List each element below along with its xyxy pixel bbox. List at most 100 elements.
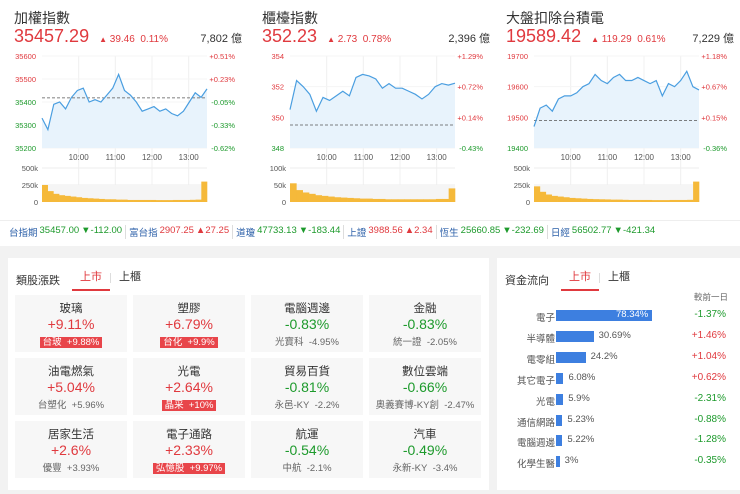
sector-name: 電腦週邊 — [516, 438, 555, 450]
volume-bar — [309, 193, 316, 202]
fund-flow-row[interactable]: 通信網路 5.23% -0.88% — [497, 413, 740, 429]
ticker-item[interactable]: 恆生 25660.85 ▼-232.69 — [437, 224, 548, 239]
volume-bar — [657, 200, 664, 202]
volume-bar — [59, 195, 66, 202]
leading-stock[interactable]: 晶采 +10% — [133, 397, 245, 411]
price-line — [41, 72, 208, 132]
index-panel[interactable]: 櫃檯指數 352.23 ▲ 2.73 0.78% 2,396 億 354 +1.29% 35… — [258, 0, 490, 215]
index-title[interactable]: 大盤扣除台積電 — [506, 10, 604, 26]
leading-stock[interactable]: 永邑-KY -2.2% — [251, 397, 363, 411]
leading-stock[interactable]: 台玻 +9.88% — [15, 334, 127, 348]
index-title[interactable]: 加權指數 — [14, 10, 70, 26]
volume-bar — [70, 196, 77, 202]
leading-stock-name: 晶采 — [164, 400, 184, 411]
price-area — [290, 74, 455, 148]
leading-stock[interactable]: 弘憶股 +9.97% — [133, 460, 245, 474]
pct-tick-label: +0.23% — [209, 75, 235, 84]
volume-bar — [404, 199, 411, 202]
share-bar — [556, 351, 586, 363]
ticker-item[interactable]: 富台指 2907.25 ▲27.25 — [126, 224, 234, 239]
index-change: ▲ 2.73 0.78% — [327, 34, 391, 45]
ticker-bar: 台指期 35457.00 ▼-112.00 富台指 2907.25 ▲27.25 道瓊 477… — [0, 220, 740, 242]
pct-tick-label: +0.67% — [701, 83, 727, 92]
volume-bar — [87, 198, 94, 202]
change-value: 2.73 — [337, 34, 358, 45]
fund-flow-row[interactable]: 電子 78.34% -1.37% — [497, 308, 740, 324]
leading-stock-badge: 光寶科 -4.95% — [275, 337, 339, 348]
leading-stock[interactable]: 奧義賽博-KY創 -2.47% — [369, 397, 481, 411]
change-value: -0.88% — [694, 413, 726, 425]
sector-name: 居家生活 — [48, 429, 94, 441]
sector-name: 數位雲端 — [402, 366, 448, 378]
sector-card[interactable]: 居家生活 +2.6% 優豐 +3.93% — [15, 421, 127, 478]
ticker-item[interactable]: 台指期 35457.00 ▼-112.00 — [6, 224, 127, 239]
leading-stock-percent: -4.95% — [308, 337, 339, 348]
pct-tick-label: -0.33% — [211, 121, 235, 130]
volume-bar — [372, 198, 380, 202]
index-panel[interactable]: 大盤扣除台積電 19589.42 ▲ 119.29 0.61% 7,229 億 1970… — [502, 0, 734, 215]
leading-stock[interactable]: 中航 -2.1% — [251, 460, 363, 474]
leading-stock[interactable]: 光寶科 -4.95% — [251, 334, 363, 348]
fund-flow-row[interactable]: 電零組 24.2% +1.04% — [497, 350, 740, 366]
sector-percent: -0.66% — [402, 379, 448, 395]
volume-bar — [534, 186, 541, 202]
y-tick-label: 35500 — [15, 75, 36, 84]
sector-card[interactable]: 數位雲端 -0.66% 奧義賽博-KY創 -2.47% — [369, 358, 481, 415]
share-value: 30.69% — [598, 329, 631, 341]
index-panel[interactable]: 加權指數 35457.29 ▲ 39.46 0.11% 7,802 億 35600 +0.… — [10, 0, 242, 215]
volume-tick-label: 250k — [22, 181, 39, 190]
volume-bar — [435, 198, 443, 202]
share-value: 3% — [564, 455, 579, 467]
sector-card[interactable]: 塑膠 +6.79% 台化 +9.9% — [133, 295, 245, 352]
volume-bar — [598, 199, 606, 202]
volume-band — [42, 185, 207, 202]
volume-bar — [150, 199, 157, 202]
volume-bar — [353, 198, 361, 202]
tab-otc[interactable]: 上櫃 — [119, 271, 141, 283]
ticker-item[interactable]: 上證 3988.56 ▲2.34 — [344, 224, 437, 239]
tab-otc[interactable]: 上櫃 — [608, 271, 630, 283]
sector-card[interactable]: 航運 -0.54% 中航 -2.1% — [251, 421, 363, 478]
sector-card[interactable]: 電腦週邊 -0.83% 光寶科 -4.95% — [251, 295, 363, 352]
volume-bar — [138, 199, 145, 202]
sector-name: 光電 — [177, 366, 201, 378]
sector-card[interactable]: 金融 -0.83% 統一證 -2.05% — [369, 295, 481, 352]
sector-card[interactable]: 汽車 -0.49% 永新-KY -3.4% — [369, 421, 481, 478]
sector-card[interactable]: 油電燃氣 +5.04% 台塑化 +5.96% — [15, 358, 127, 415]
fund-flow-row[interactable]: 光電 5.9% -2.31% — [497, 392, 740, 408]
leading-stock[interactable]: 統一證 -2.05% — [369, 334, 481, 348]
sector-name: 汽車 — [413, 429, 437, 441]
volume-tick-label: 250k — [514, 181, 531, 190]
leading-stock[interactable]: 永新-KY -3.4% — [369, 460, 481, 474]
sector-name: 航運 — [295, 429, 319, 441]
index-title[interactable]: 櫃檯指數 — [262, 10, 318, 26]
fund-flow-row[interactable]: 其它電子 6.08% +0.62% — [497, 371, 740, 387]
sector-card[interactable]: 光電 +2.64% 晶采 +10% — [133, 358, 245, 415]
sector-card[interactable]: 貿易百貨 -0.81% 永邑-KY -2.2% — [251, 358, 363, 415]
leading-stock[interactable]: 台化 +9.9% — [133, 334, 245, 348]
sector-card[interactable]: 玻璃 +9.11% 台玻 +9.88% — [15, 295, 127, 352]
sector-card[interactable]: 電子通路 +2.33% 弘憶股 +9.97% — [133, 421, 245, 478]
ticker-item[interactable]: 日經 56502.77 ▼-421.34 — [548, 225, 658, 239]
leading-stock[interactable]: 台塑化 +5.96% — [15, 397, 127, 411]
leading-stock-percent: -3.4% — [432, 463, 458, 474]
tab-listed[interactable]: 上市 — [72, 268, 110, 291]
ticker-name: 道瓊 — [236, 227, 256, 239]
leading-stock-percent: -2.05% — [426, 337, 457, 348]
ticker-name: 富台指 — [129, 227, 158, 239]
change-value: +0.62% — [691, 371, 726, 383]
fund-flow-row[interactable]: 電腦週邊 5.22% -1.28% — [497, 433, 740, 449]
tab-listed[interactable]: 上市 — [561, 268, 599, 291]
fund-flow-row[interactable]: 半導體 30.69% +1.46% — [497, 329, 740, 345]
volume-bar — [201, 181, 208, 202]
pct-tick-label: -0.62% — [211, 144, 235, 153]
leading-stock[interactable]: 優豐 +3.93% — [15, 460, 127, 474]
ticker-item[interactable]: 道瓊 47733.13 ▼-183.44 — [233, 224, 345, 239]
share-bar — [556, 310, 652, 321]
fund-flow-row[interactable]: 化學生醫 3% -0.35% — [497, 454, 740, 470]
volume-bar — [115, 199, 122, 202]
sector-name: 光電 — [535, 396, 555, 408]
volume-tick-label: 500k — [22, 164, 39, 173]
ticker-change: ▼-232.69 — [502, 224, 544, 236]
y-tick-label: 35400 — [15, 98, 36, 107]
